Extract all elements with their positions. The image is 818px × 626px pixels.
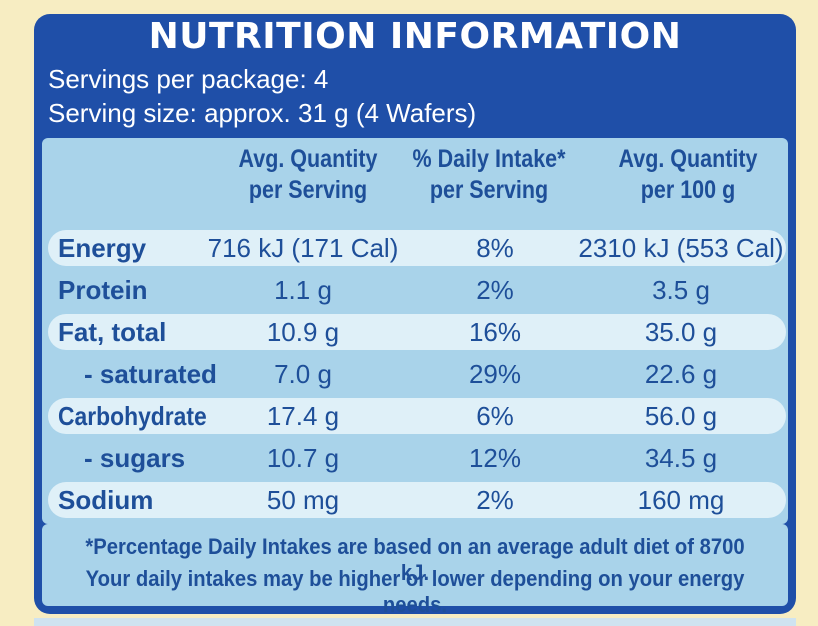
- row-label: Sodium: [58, 485, 154, 515]
- cell-per-100g: 160 mg: [637, 485, 725, 515]
- column-header-line: per Serving: [429, 176, 549, 204]
- cell-per-100g: 35.0 g: [644, 317, 718, 347]
- cell-per-100g: 56.0 g: [644, 401, 718, 431]
- cell-daily-intake: 8%: [476, 233, 514, 263]
- serving-size: Serving size: approx. 31 g (4 Wafers): [48, 98, 477, 128]
- nutrition-table: Avg. Quantity per Serving % Daily Intake…: [42, 138, 788, 524]
- table-row-energy: Energy 716 kJ (171 Cal) 8% 2310 kJ (553 …: [48, 230, 786, 266]
- row-label: - saturated: [84, 359, 217, 389]
- cell-per-100g: 3.5 g: [652, 275, 710, 305]
- cell-daily-intake: 12%: [468, 443, 522, 473]
- column-header-line: % Daily Intake*: [412, 145, 566, 173]
- servings-per-package: Servings per package: 4: [48, 64, 329, 94]
- row-label: - sugars: [84, 443, 186, 473]
- table-row-sodium: Sodium 50 mg 2% 160 mg: [48, 482, 786, 518]
- package-edge: [34, 618, 796, 626]
- panel-header: NUTRITION INFORMATION Servings per packa…: [34, 14, 796, 138]
- cell-daily-intake: 29%: [468, 359, 522, 389]
- nutrition-panel: NUTRITION INFORMATION Servings per packa…: [34, 14, 796, 614]
- cell-daily-intake: 6%: [476, 401, 514, 431]
- cell-per-serving: 7.0 g: [274, 359, 332, 389]
- column-header-line: Avg. Quantity: [238, 145, 378, 173]
- table-row-sugars: - sugars 10.7 g 12% 34.5 g: [48, 440, 786, 476]
- footnote-line: *Percentage Daily Intakes are based on a…: [85, 534, 745, 585]
- column-header-daily-intake: % Daily Intake* per Serving: [407, 144, 570, 206]
- table-row-saturated: - saturated 7.0 g 29% 22.6 g: [48, 356, 786, 392]
- panel-title: NUTRITION INFORMATION: [148, 16, 682, 57]
- cell-per-serving: 10.9 g: [266, 317, 340, 347]
- cell-per-serving: 50 mg: [266, 485, 340, 515]
- cell-daily-intake: 16%: [468, 317, 522, 347]
- row-label: Carbohydrate: [58, 401, 207, 431]
- table-row-fat-total: Fat, total 10.9 g 16% 35.0 g: [48, 314, 786, 350]
- column-header-line: Avg. Quantity: [618, 145, 758, 173]
- cell-daily-intake: 2%: [476, 485, 514, 515]
- cell-per-serving: 1.1 g: [274, 275, 332, 305]
- cell-daily-intake: 2%: [476, 275, 514, 305]
- cell-per-serving: 716 kJ (171 Cal): [207, 233, 399, 263]
- cell-per-100g: 2310 kJ (553 Cal): [578, 233, 784, 263]
- cell-per-serving: 17.4 g: [266, 401, 340, 431]
- cell-per-100g: 34.5 g: [644, 443, 718, 473]
- table-row-carbohydrate: Carbohydrate 17.4 g 6% 56.0 g: [48, 398, 786, 434]
- row-label: Fat, total: [58, 317, 167, 347]
- table-row-protein: Protein 1.1 g 2% 3.5 g: [48, 272, 786, 308]
- footnote-line: Your daily intakes may be higher or lowe…: [85, 566, 745, 614]
- row-label: Protein: [58, 275, 148, 305]
- row-label: Energy: [58, 233, 147, 263]
- column-header-line: per 100 g: [640, 176, 736, 204]
- cell-per-100g: 22.6 g: [644, 359, 718, 389]
- cell-per-serving: 10.7 g: [266, 443, 340, 473]
- footnote-box: *Percentage Daily Intakes are based on a…: [42, 524, 788, 614]
- column-header-per-serving: Avg. Quantity per Serving: [224, 144, 393, 206]
- column-header-per-100g: Avg. Quantity per 100 g: [602, 144, 774, 206]
- column-header-line: per Serving: [248, 176, 368, 204]
